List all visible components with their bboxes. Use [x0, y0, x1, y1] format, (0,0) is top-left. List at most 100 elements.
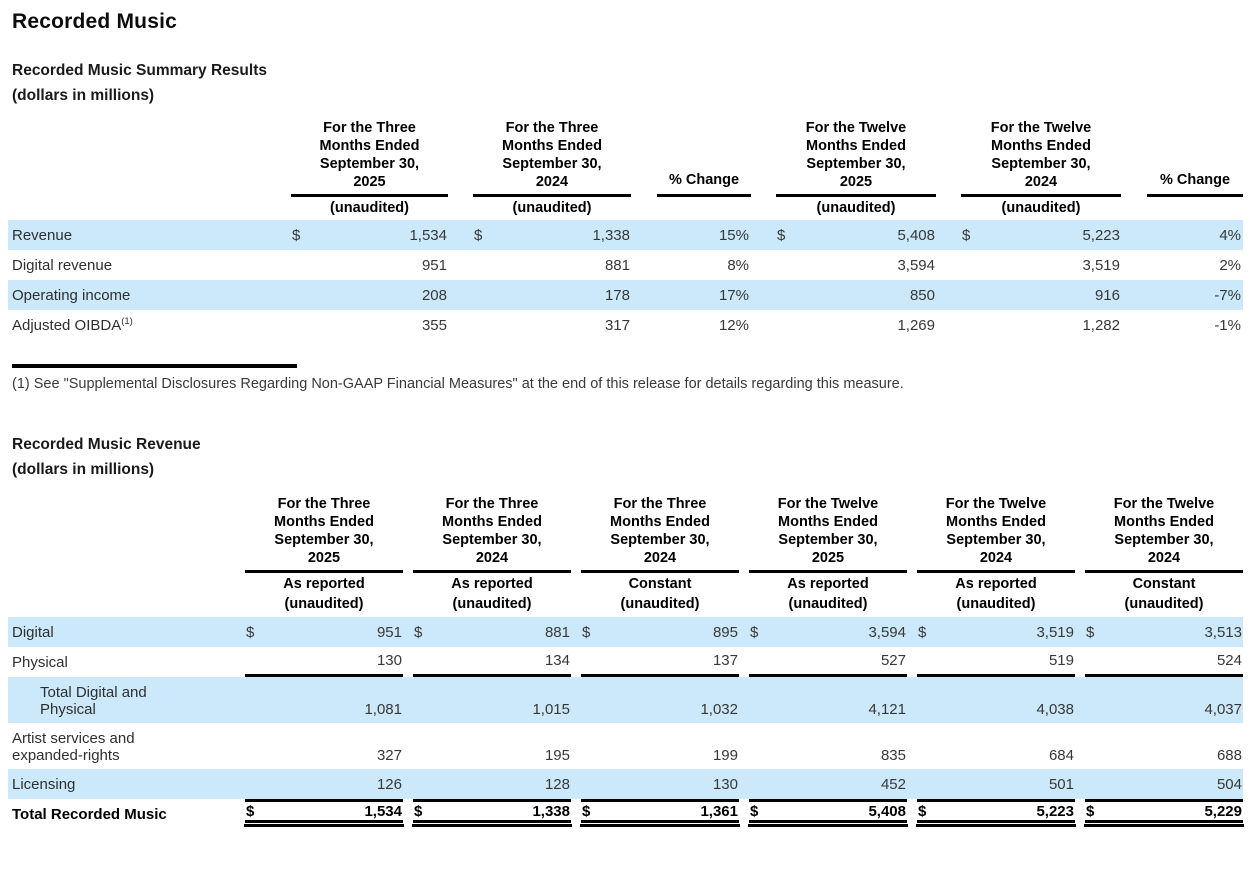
revenue-row-artist-services: Artist services and expanded-rights 327 …	[8, 723, 1243, 769]
revenue-row-digital: Digital $951 $881 $895 $3,594 $3,519 $3,…	[8, 617, 1243, 647]
currency-symbol: $	[292, 226, 301, 244]
value-cell: 3,594	[897, 256, 935, 274]
basis-label: As reported	[283, 576, 365, 592]
currency-symbol: $	[777, 226, 786, 244]
value-cell: 130	[245, 647, 403, 677]
unaudited-label: (unaudited)	[620, 596, 700, 612]
document-page: Recorded Music Recorded Music Summary Re…	[8, 10, 1247, 829]
value-cell: $1,361	[580, 799, 740, 827]
revenue-section-subtitle: (dollars in millions)	[12, 461, 155, 478]
revenue-row-total-digital-physical: Total Digital and Physical 1,081 1,015 1…	[8, 677, 1243, 723]
value-cell: $5,408	[748, 799, 908, 827]
value-cell: 1,015	[532, 701, 570, 718]
summary-row-revenue: Revenue $1,534 $1,338 15% $5,408 $5,223 …	[8, 220, 1243, 250]
value-cell: $5,229	[1084, 799, 1244, 827]
value-cell: 4,038	[1036, 701, 1074, 718]
value-cell: 688	[1216, 747, 1242, 764]
revenue-section-title: Recorded Music Revenue	[12, 436, 201, 453]
value-cell: 134	[413, 647, 571, 677]
unaudited-label: (unaudited)	[1001, 200, 1081, 216]
pct-change-cell: -7%	[1214, 286, 1241, 304]
value-cell: 317	[604, 316, 630, 334]
value-cell: $1,534	[292, 226, 447, 244]
currency-symbol: $	[474, 226, 483, 244]
value-cell: 327	[376, 747, 402, 764]
value-cell: $5,223	[962, 226, 1120, 244]
pct-change-cell: -1%	[1214, 316, 1241, 334]
value-cell: 501	[1048, 775, 1074, 793]
value-cell: $5,408	[777, 226, 935, 244]
unaudited-label: (unaudited)	[956, 596, 1036, 612]
value-cell: 137	[581, 647, 739, 677]
value-cell: $5,223	[916, 799, 1076, 827]
summary-col-header-pct-change-2: % Change	[1147, 171, 1243, 197]
currency-symbol: $	[1086, 802, 1095, 820]
basis-label: As reported	[451, 576, 533, 592]
value-cell: 1,269	[897, 316, 935, 334]
currency-symbol: $	[414, 623, 423, 641]
unaudited-label: (unaudited)	[330, 200, 409, 216]
value-cell: 951	[421, 256, 447, 274]
value-cell: 881	[604, 256, 630, 274]
currency-symbol: $	[246, 802, 255, 820]
revenue-col-header-3m-2025: For the Three Months Ended September 30,…	[245, 495, 403, 573]
summary-table-unaudited-row: (unaudited) (unaudited) (unaudited) (una…	[8, 198, 1243, 220]
revenue-col-header-3m-2024-constant: For the Three Months Ended September 30,…	[581, 495, 739, 573]
summary-row-operating-income: Operating income 208 178 17% 850 916 -7%	[8, 280, 1243, 310]
summary-results-section: Recorded Music Summary Results (dollars …	[8, 62, 1247, 392]
value-cell: 195	[544, 747, 570, 764]
value-cell: 916	[1094, 286, 1120, 304]
unaudited-label: (unaudited)	[788, 596, 868, 612]
value-cell: 527	[749, 647, 907, 677]
summary-section-title: Recorded Music Summary Results	[12, 62, 267, 79]
footnote-marker: (1)	[121, 316, 133, 327]
currency-symbol: $	[962, 226, 971, 244]
value-cell: 178	[604, 286, 630, 304]
value-cell: $1,534	[244, 799, 404, 827]
value-cell: 524	[1085, 647, 1243, 677]
row-label: Digital	[12, 623, 54, 641]
summary-col-header-12m-2025: For the Twelve Months Ended September 30…	[776, 119, 936, 197]
value-cell: 1,282	[1082, 316, 1120, 334]
value-cell: 504	[1216, 775, 1242, 793]
value-cell: 519	[917, 647, 1075, 677]
revenue-table-unaudited-row: (unaudited) (unaudited) (unaudited) (una…	[8, 593, 1243, 617]
currency-symbol: $	[414, 802, 423, 820]
value-cell: 128	[544, 775, 570, 793]
revenue-col-header-3m-2024-reported: For the Three Months Ended September 30,…	[413, 495, 571, 573]
value-cell: $895	[582, 623, 738, 641]
value-cell: 835	[880, 747, 906, 764]
row-label: Total Recorded Music	[12, 805, 167, 823]
summary-row-adjusted-oibda: Adjusted OIBDA(1) 355 317 12% 1,269 1,28…	[8, 310, 1243, 340]
row-label: Operating income	[12, 286, 131, 304]
currency-symbol: $	[918, 802, 927, 820]
revenue-section: Recorded Music Revenue (dollars in milli…	[8, 436, 1247, 829]
pct-change-cell: 15%	[718, 226, 749, 244]
row-label: Digital revenue	[12, 256, 113, 274]
value-cell: 355	[421, 316, 447, 334]
currency-symbol: $	[582, 623, 591, 641]
value-cell: 1,032	[700, 701, 738, 718]
summary-col-header-pct-change-1: % Change	[657, 171, 751, 197]
summary-col-header-12m-2024: For the Twelve Months Ended September 30…	[961, 119, 1121, 197]
revenue-row-physical: Physical 130 134 137 527 519 524	[8, 647, 1243, 677]
pct-change-cell: 4%	[1219, 226, 1241, 244]
value-cell: 208	[421, 286, 447, 304]
value-cell: $1,338	[474, 226, 630, 244]
summary-section-subtitle: (dollars in millions)	[12, 87, 155, 104]
currency-symbol: $	[1086, 623, 1095, 641]
value-cell: 452	[880, 775, 906, 793]
row-label: Artist services and expanded-rights	[12, 730, 135, 764]
revenue-row-total-recorded-music: Total Recorded Music $1,534 $1,338 $1,36…	[8, 799, 1244, 829]
revenue-table-basis-row: As reported As reported Constant As repo…	[8, 573, 1243, 593]
value-cell: 1,081	[364, 701, 402, 718]
pct-change-cell: 12%	[718, 316, 749, 334]
basis-label: Constant	[1132, 576, 1196, 592]
value-cell: $3,513	[1086, 623, 1242, 641]
footnote-text: (1) See "Supplemental Disclosures Regard…	[12, 376, 904, 392]
currency-symbol: $	[582, 802, 591, 820]
value-cell: 4,121	[868, 701, 906, 718]
unaudited-label: (unaudited)	[284, 596, 364, 612]
currency-symbol: $	[750, 802, 759, 820]
value-cell: 684	[1048, 747, 1074, 764]
